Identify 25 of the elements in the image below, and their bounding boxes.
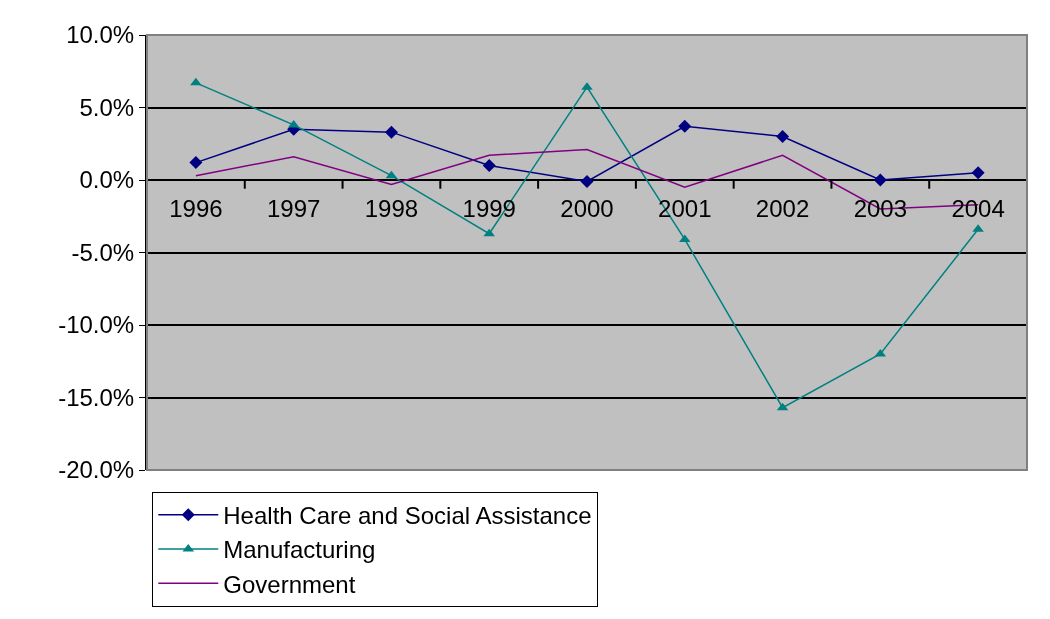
x-tick-label: 1997: [266, 195, 321, 222]
legend-label: Government: [223, 570, 356, 598]
y-tick-label: 0.0%: [79, 166, 135, 194]
point: [873, 173, 887, 187]
point: [971, 166, 985, 180]
legend-label: Manufacturing: [223, 536, 376, 564]
x-tick-label: 2000: [560, 195, 614, 222]
point: [483, 228, 495, 237]
point: [189, 156, 203, 170]
x-tick-label: 2004: [951, 195, 1005, 222]
point: [678, 119, 692, 133]
y-tick-label: 10.0%: [66, 21, 135, 49]
point: [776, 130, 790, 143]
y-tick-label: -5.0%: [71, 238, 135, 266]
legend-label: Health Care and Social Assistance: [223, 502, 592, 530]
y-tick-label: -15.0%: [58, 383, 135, 411]
y-tick-label: -10.0%: [58, 311, 135, 339]
point: [482, 159, 496, 172]
point: [580, 174, 594, 188]
x-tick-label: 1998: [364, 195, 419, 222]
point: [384, 125, 398, 139]
x-tick-label: 2002: [755, 195, 810, 222]
y-tick-label: 5.0%: [79, 93, 135, 121]
x-tick-label: 1996: [169, 195, 223, 222]
y-tick-label: -20.0%: [58, 456, 135, 484]
